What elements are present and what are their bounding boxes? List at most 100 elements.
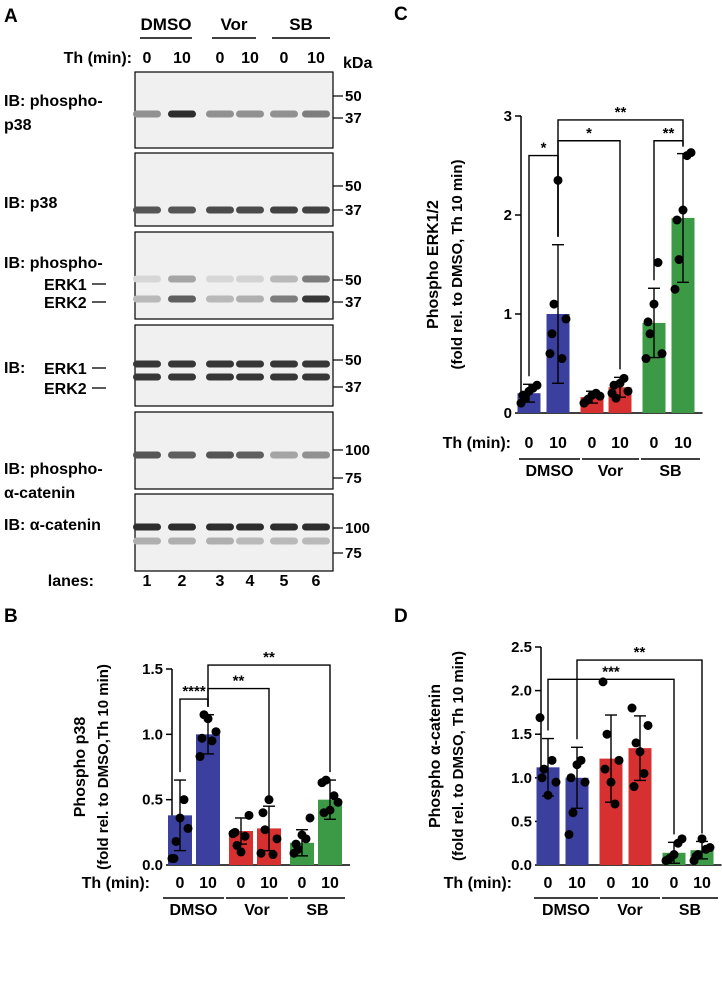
protein-band [206,295,234,303]
protein-band [206,206,234,214]
protein-band [302,275,330,283]
x-tick-label: 10 [568,875,586,892]
x-tick-label: 10 [321,875,339,892]
y-tick-label: 0 [504,405,512,422]
marker-kda: 37 [345,202,362,219]
protein-band [302,295,330,303]
y-tick-label: 2.5 [511,639,532,656]
marker-kda: 75 [345,545,362,562]
lane-number: 6 [312,573,321,590]
data-point [663,855,673,865]
y-tick-label: 1.0 [511,770,532,787]
data-point [183,823,193,833]
band-label-erk1: ERK1 [44,277,87,294]
data-point [606,777,616,787]
data-point [614,755,624,765]
data-point [547,755,557,765]
group-label-sb: SB [306,902,328,919]
group-label-vor: Vor [598,463,623,480]
marker-kda: 100 [345,520,370,537]
data-point [532,380,542,390]
significance-stars: ** [615,104,627,121]
protein-band [270,275,298,283]
marker-kda: 75 [345,470,362,487]
data-point [230,827,240,837]
data-point [602,729,612,739]
bar [599,758,623,865]
protein-band [270,360,298,368]
panel-label: C [394,4,408,25]
protein-band [302,451,330,459]
data-point [195,752,205,762]
x-tick-label: 0 [237,875,246,892]
data-point [611,393,621,403]
protein-band [236,523,264,531]
protein-band [206,451,234,459]
y-axis-label: Phospho p38 [72,717,89,818]
data-point [264,795,274,805]
y-tick-label: 0.0 [142,857,163,874]
blot-membrane [134,324,334,407]
x-tick-label: 0 [525,435,534,452]
significance-bracket [207,664,331,773]
th-label: Th (min): [82,875,150,892]
protein-band [270,373,298,381]
x-tick-label: 0 [607,875,616,892]
data-point [631,738,641,748]
blot-label: IB: phospho- [4,93,103,110]
data-point [301,834,311,844]
data-point [627,703,637,713]
y-tick-label: 1.0 [142,726,163,743]
data-point [171,836,181,846]
lane-number: 4 [246,573,255,590]
bar [642,322,666,413]
x-tick-label: 10 [260,875,278,892]
blot-label: IB: phospho- [4,461,103,478]
protein-band [206,360,234,368]
protein-band [236,110,264,118]
blot-6: 100 75 IB: α-catenin [4,493,370,572]
group-label-sb: SB [679,902,701,919]
data-point [629,782,639,792]
data-point [677,834,687,844]
band-label-erk1: ERK1 [44,361,87,378]
protein-band [133,360,161,368]
protein-band [168,523,196,531]
panel-label: D [394,606,408,627]
lane-number: 2 [178,573,187,590]
protein-band [270,206,298,214]
blot-label: IB: α-catenin [4,517,101,534]
y-tick-label: 0.5 [511,813,532,830]
th-value: 0 [143,50,152,67]
protein-band [236,295,264,303]
bar [671,217,695,413]
data-point [258,808,268,818]
data-point [691,851,701,861]
marker-kda: 50 [345,272,362,289]
blot-label: IB: [4,360,25,377]
protein-band [168,537,196,545]
marker-kda: 50 [345,352,362,369]
data-point [329,791,339,801]
protein-band [302,537,330,545]
significance-stars: ** [233,673,245,690]
data-point [566,773,576,783]
data-point [635,747,645,757]
data-point [686,148,696,158]
data-point [305,813,315,823]
band-label-erk2: ERK2 [44,381,87,398]
lane-group-vor: Vor [220,15,247,34]
protein-band [133,451,161,459]
blot-membrane [134,411,334,490]
data-point [268,850,278,860]
data-point [641,354,651,364]
data-point [537,773,547,783]
protein-band [236,206,264,214]
protein-band [302,206,330,214]
x-tick-label: 0 [650,435,659,452]
protein-band [133,537,161,545]
significance-bracket [557,119,684,237]
data-point [240,831,250,841]
blot-1: 50 37 IB: phospho-p38 [4,71,362,149]
